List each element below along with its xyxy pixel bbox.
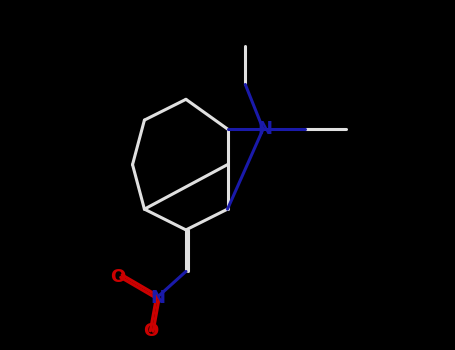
Text: N: N — [257, 120, 272, 138]
Text: O: O — [110, 268, 125, 286]
Text: N: N — [150, 289, 165, 307]
Text: O: O — [143, 322, 158, 340]
